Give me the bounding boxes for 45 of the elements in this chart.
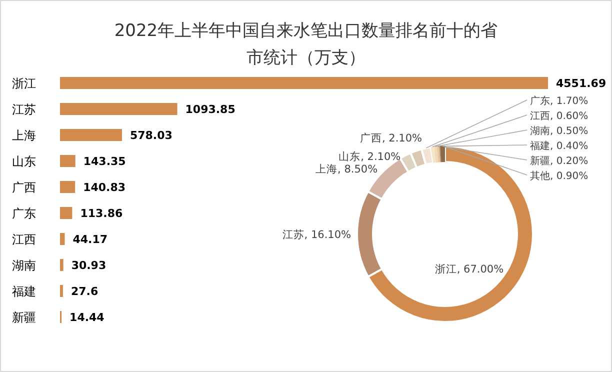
slice-label: 新疆, 0.20% xyxy=(530,155,588,167)
data-label: 140.83 xyxy=(83,181,126,194)
data-label: 113.86 xyxy=(80,207,123,220)
bar xyxy=(60,233,65,245)
bar xyxy=(60,285,63,297)
bar xyxy=(60,207,72,219)
bar xyxy=(60,181,76,193)
data-label: 27.6 xyxy=(70,285,98,298)
bar xyxy=(60,103,178,115)
bar xyxy=(60,259,64,271)
y-tick-label: 湖南 xyxy=(12,258,36,272)
slice-label: 广东, 1.70% xyxy=(530,95,588,107)
data-label: 30.93 xyxy=(71,259,106,272)
bar xyxy=(60,129,122,141)
chart-title: 2022年上半年中国自来水笔出口数量排名前十的省市统计（万支） xyxy=(114,21,498,68)
donut-slice xyxy=(436,146,440,162)
slice-label: 其他, 0.90% xyxy=(530,170,588,182)
bar xyxy=(60,155,76,167)
slice-label: 广西, 2.10% xyxy=(360,131,422,144)
y-tick-label: 山东 xyxy=(12,154,36,168)
y-tick-label: 上海 xyxy=(12,128,36,142)
y-tick-label: 江苏 xyxy=(12,102,36,116)
donut-slice xyxy=(434,146,438,163)
data-label: 44.17 xyxy=(72,233,108,246)
slice-label: 江苏, 16.10% xyxy=(282,228,352,242)
data-label: 14.44 xyxy=(70,311,105,324)
data-label: 578.03 xyxy=(130,129,172,142)
bar xyxy=(60,77,548,89)
slice-label: 江西, 0.60% xyxy=(530,110,588,122)
data-label: 143.35 xyxy=(83,155,126,168)
donut-slice xyxy=(440,146,445,162)
data-label: 1093.85 xyxy=(185,103,236,116)
y-tick-label: 浙江 xyxy=(12,76,36,90)
y-tick-label: 广西 xyxy=(12,180,36,194)
slice-label: 湖南, 0.50% xyxy=(530,125,588,137)
y-tick-label: 江西 xyxy=(12,232,36,246)
slice-label: 山东, 2.10% xyxy=(338,150,401,164)
y-tick-label: 新疆 xyxy=(12,310,36,324)
y-tick-label: 广东 xyxy=(12,206,36,220)
donut-slice xyxy=(430,146,436,163)
slice-label: 上海, 8.50% xyxy=(316,162,378,176)
data-label: 4551.69 xyxy=(556,77,606,90)
slice-label: 浙江, 67.00% xyxy=(434,262,504,276)
slice-label: 福建, 0.40% xyxy=(530,140,588,152)
y-tick-label: 福建 xyxy=(12,284,36,298)
